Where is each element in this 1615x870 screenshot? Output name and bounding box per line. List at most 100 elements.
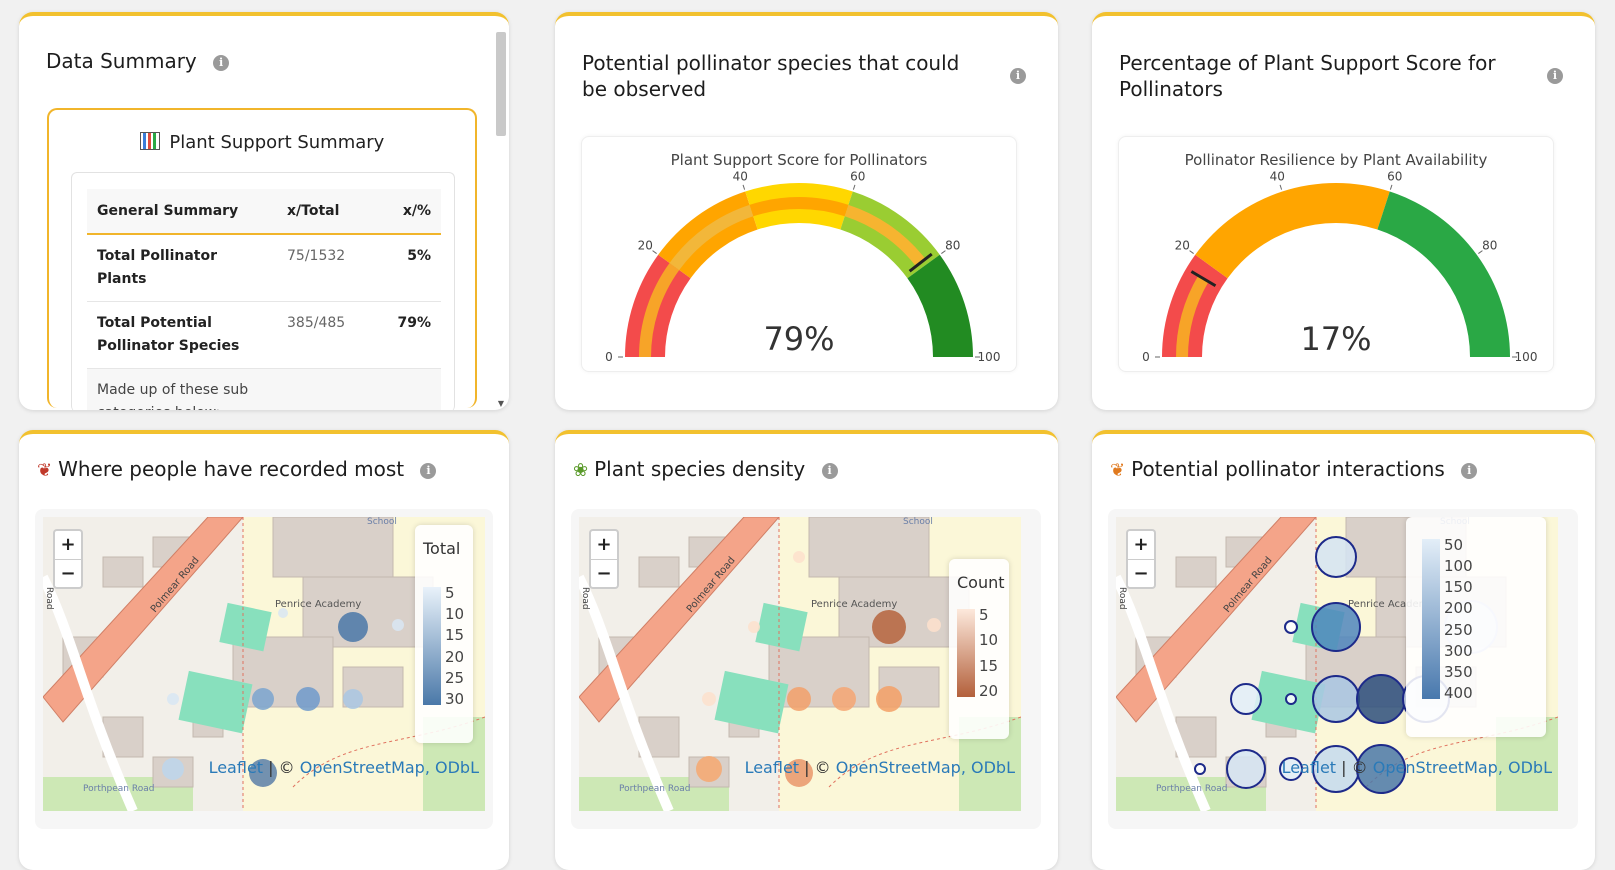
map-label: Porthpean Road — [1156, 784, 1227, 794]
summary-table-panel: General Summary x/Total x/% Total Pollin… — [71, 172, 455, 410]
map-bubble[interactable] — [785, 759, 813, 787]
map-bubble[interactable] — [1279, 757, 1303, 781]
map-bubble[interactable] — [832, 687, 856, 711]
map-bubble[interactable] — [249, 759, 277, 787]
legend-gradient — [423, 587, 441, 705]
map-bubble[interactable] — [872, 610, 906, 644]
map-legend: 50 100 150 200 250 300 350 400 — [1406, 517, 1546, 737]
legend-tick: 300 — [1444, 641, 1473, 660]
map-legend: Count 5 10 15 20 — [949, 559, 1009, 739]
map-label: Penrice Academy — [1348, 599, 1434, 610]
row-total: 385/485 — [277, 301, 383, 369]
info-icon[interactable]: i — [821, 462, 838, 479]
zoom-out-button[interactable]: − — [596, 563, 612, 584]
leaflet-link[interactable]: Leaflet — [208, 758, 264, 777]
row-pct — [383, 368, 441, 410]
map-bubble[interactable] — [343, 689, 363, 709]
legend-gradient — [1422, 539, 1440, 699]
map-bubble[interactable] — [252, 688, 274, 710]
map-bubble[interactable] — [1284, 620, 1298, 634]
map-bubble[interactable] — [793, 551, 805, 563]
map-bubble[interactable] — [876, 686, 902, 712]
info-icon[interactable]: i — [1010, 68, 1026, 84]
pollinator-interactions-card: ❦ Potential pollinator interactions i Pol… — [1092, 430, 1595, 870]
map-bubble[interactable] — [1311, 602, 1361, 652]
osm-link[interactable]: OpenStreetMap, ODbL — [835, 758, 1015, 777]
map-bubble[interactable] — [1356, 744, 1406, 794]
info-icon[interactable]: i — [1461, 462, 1478, 479]
zoom-out-button[interactable]: − — [1133, 563, 1149, 584]
legend-tick: 10 — [979, 631, 999, 650]
legend-title: Count — [957, 573, 1005, 592]
scrollbar-thumb[interactable] — [496, 32, 506, 136]
info-icon[interactable]: i — [420, 462, 437, 479]
map-attribution: Leaflet | © OpenStreetMap, ODbL — [209, 758, 479, 777]
map-bubble[interactable] — [392, 619, 404, 631]
gauge-tick-label: 100 — [1515, 350, 1538, 364]
map-bubble[interactable] — [162, 758, 184, 780]
row-total — [277, 368, 383, 410]
legend-tick: 5 — [445, 584, 455, 602]
scroll-down-arrow[interactable]: ▼ — [497, 399, 505, 408]
pollinator-species-card: Potential pollinator species that could … — [555, 12, 1058, 410]
info-icon[interactable]: i — [213, 54, 230, 71]
attribution-separator: | © — [799, 758, 836, 777]
gauge-tick — [1279, 184, 1283, 190]
plant-density-map[interactable]: Polmear Road Road School Penrice Academy Por… — [579, 517, 1021, 811]
map-label: Penrice Academy — [275, 599, 361, 610]
osm-link[interactable]: OpenStreetMap, ODbL — [1372, 758, 1552, 777]
info-icon[interactable]: i — [1547, 68, 1563, 84]
map-bubble[interactable] — [167, 693, 179, 705]
zoom-control: + − — [589, 529, 619, 589]
plant-support-summary-heading: Plant Support Summary — [49, 132, 475, 153]
map-bubble[interactable] — [702, 692, 716, 706]
map-bubble[interactable] — [1312, 675, 1360, 723]
percentage-gauge-panel: 0 20 40 60 80 100 Pollinator Resilience by Pla… — [1118, 136, 1554, 372]
vertical-scrollbar[interactable]: ▼ — [495, 26, 507, 408]
map-attribution: Leaflet | © OpenStreetMap, ODbL — [745, 758, 1015, 777]
recorded-most-title: ❦ Where people have recorded most i — [37, 456, 437, 484]
data-summary-title: Data Summary i — [46, 48, 230, 74]
species-gauge-panel: 0 20 40 60 80 100 Plant Support Score for Poll… — [581, 136, 1017, 372]
recorded-most-map[interactable]: Polmear Road Road School Penrice Academy Por… — [43, 517, 485, 811]
map-legend: Total 5 10 15 20 25 30 — [415, 525, 473, 743]
map-bubble[interactable] — [1285, 693, 1297, 705]
zoom-control: + − — [1126, 529, 1156, 589]
map-bubble[interactable] — [1356, 674, 1406, 724]
leaflet-link[interactable]: Leaflet — [1281, 758, 1337, 777]
legend-tick: 150 — [1444, 578, 1473, 597]
gauge-tick-label: 60 — [1387, 169, 1402, 183]
map-bubble[interactable] — [338, 612, 368, 642]
map-bubble[interactable] — [278, 608, 288, 618]
map-bubble[interactable] — [1226, 749, 1266, 789]
gauge-tick-label: 80 — [945, 238, 960, 252]
map-bubble[interactable] — [1194, 763, 1206, 775]
zoom-in-button[interactable]: + — [591, 531, 617, 560]
zoom-in-button[interactable]: + — [55, 531, 81, 560]
seedling-icon: ❀ — [573, 459, 589, 481]
gauge-tick-label: 80 — [1482, 238, 1497, 252]
leaflet-link[interactable]: Leaflet — [744, 758, 800, 777]
table-row: Made up of these sub categories below: — [87, 368, 441, 410]
row-pct: 79% — [383, 301, 441, 369]
map-bubble[interactable] — [296, 687, 320, 711]
plant-density-card: ❀ Plant species density i Polmear Road Roa… — [555, 430, 1058, 870]
zoom-in-button[interactable]: + — [1128, 531, 1154, 560]
map-bubble[interactable] — [1230, 683, 1262, 715]
gauge-value-bar — [749, 197, 849, 217]
map-bubble[interactable] — [1315, 536, 1357, 578]
map-bubble[interactable] — [787, 687, 811, 711]
zoom-out-button[interactable]: − — [60, 563, 76, 584]
data-summary-card: Data Summary i Plant Support Summary Gen… — [19, 12, 509, 410]
map-label: Road — [44, 587, 54, 610]
osm-link[interactable]: OpenStreetMap, ODbL — [299, 758, 479, 777]
map-bubble[interactable] — [696, 756, 722, 782]
gauge-tick-label: 20 — [638, 238, 653, 252]
column-header: x/% — [383, 189, 441, 235]
legend-tick: 50 — [1444, 536, 1464, 554]
map-bubble[interactable] — [927, 618, 941, 632]
map-bubble[interactable] — [748, 621, 760, 633]
gauge-tick-label: 0 — [605, 350, 613, 364]
